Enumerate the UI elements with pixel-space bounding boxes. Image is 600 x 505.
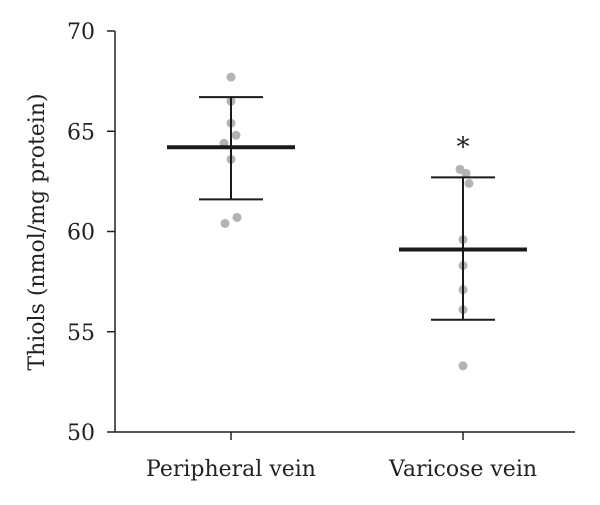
data-point — [464, 178, 474, 188]
x-category-label: Varicose vein — [388, 457, 537, 482]
data-point — [232, 212, 242, 222]
y-tick-label: 50 — [67, 421, 95, 446]
y-tick-label: 65 — [67, 120, 95, 145]
y-ticks: 50 55 60 65 70 — [67, 20, 115, 446]
y-tick-label: 55 — [67, 321, 95, 346]
data-point — [226, 72, 236, 82]
data-point — [220, 218, 230, 228]
group-2: * — [399, 132, 527, 371]
y-tick-label: 70 — [67, 20, 95, 45]
data-point — [458, 361, 468, 371]
x-category-label: Peripheral vein — [146, 457, 316, 482]
axes: 50 55 60 65 70 Peripheral vein Varicose vein — [67, 20, 575, 482]
y-axis-title: Thiols (nmol/mg protein) — [25, 93, 50, 370]
group-1 — [167, 72, 295, 228]
data-point — [461, 168, 471, 178]
x-ticks: Peripheral vein Varicose vein — [146, 432, 537, 482]
y-tick-label: 60 — [67, 221, 95, 246]
significance-marker: * — [457, 132, 470, 162]
plot-marks: * — [167, 72, 527, 371]
data-point — [231, 130, 241, 140]
